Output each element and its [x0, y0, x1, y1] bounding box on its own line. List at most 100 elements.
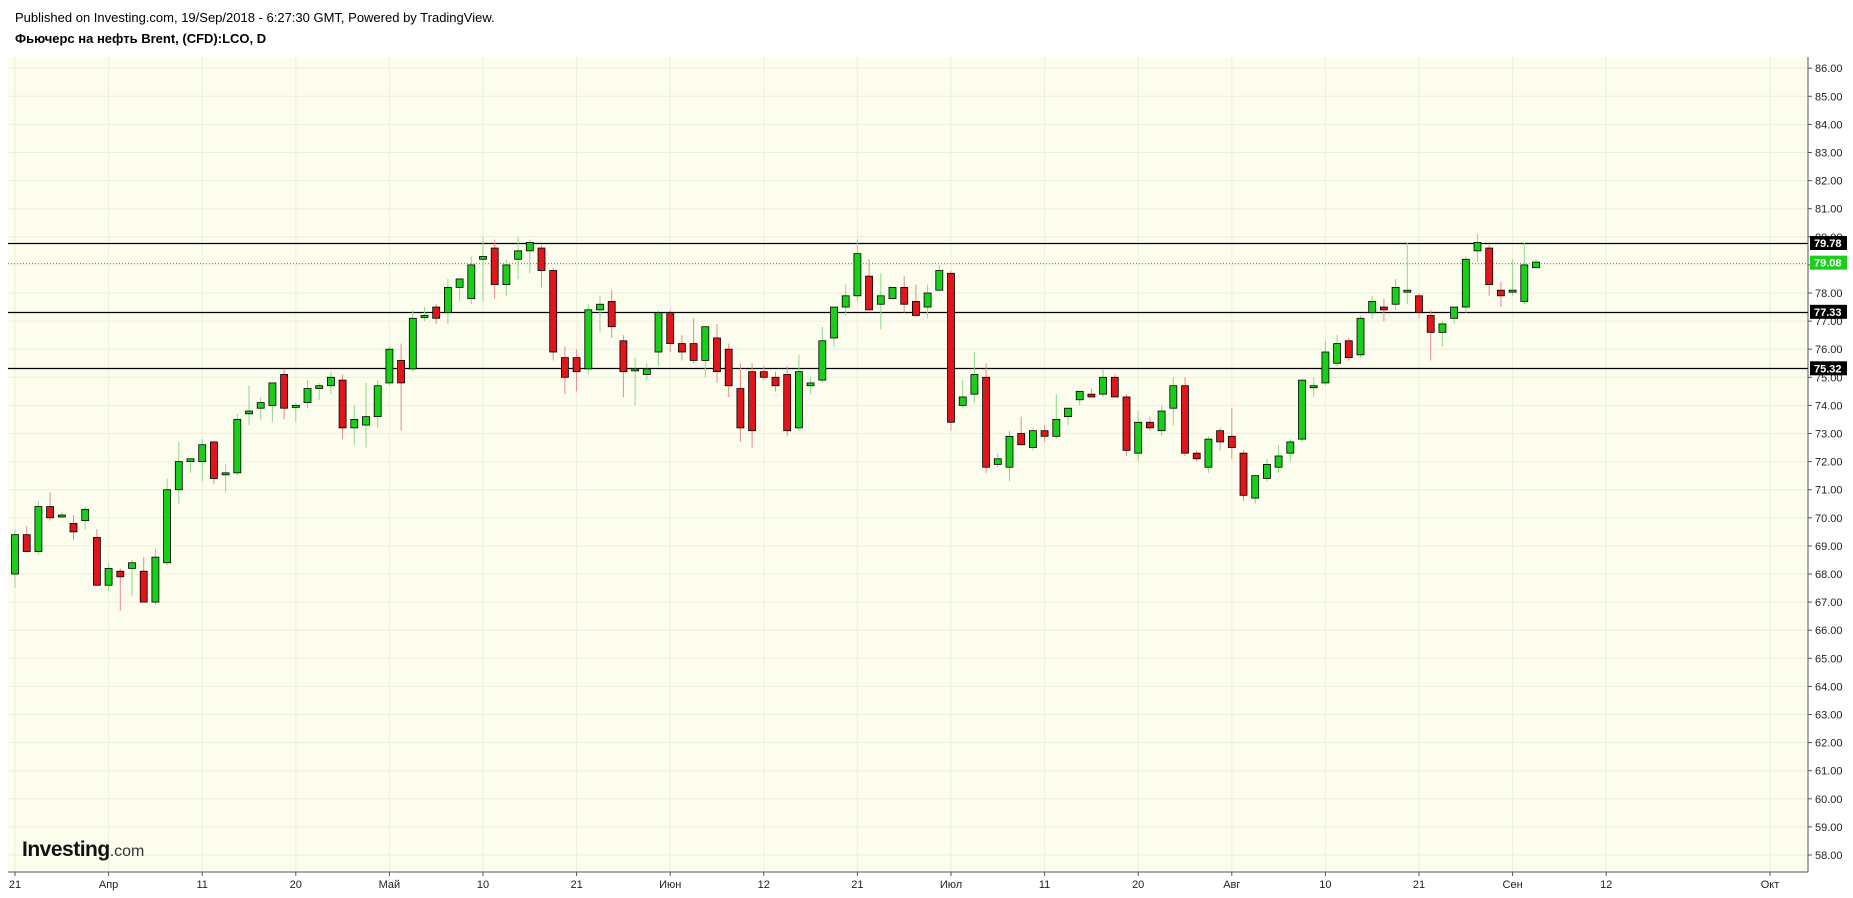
candle [619, 335, 628, 397]
candle-body [1181, 385, 1189, 454]
candle-body [385, 348, 394, 384]
candle-body [993, 458, 1002, 465]
candle [1415, 293, 1423, 319]
candle [1274, 444, 1283, 473]
last-price-badge-label: 79.08 [1814, 258, 1842, 270]
candle [853, 239, 862, 302]
candle-body [338, 379, 347, 429]
price-tick-label: 67.00 [1815, 597, 1843, 609]
time-tick-label: Окт [1761, 879, 1780, 891]
candle-body [1344, 340, 1353, 359]
level-badge: 77.33 [1810, 304, 1847, 319]
price-tick-label: 84.00 [1815, 119, 1843, 131]
candle [748, 363, 756, 448]
candle-body [865, 275, 873, 311]
price-tick-label: 83.00 [1815, 148, 1843, 160]
candle [104, 562, 113, 591]
candle [467, 256, 476, 305]
candle-body [280, 374, 289, 409]
candle [1356, 315, 1365, 358]
candle-body [549, 270, 558, 353]
price-tick-label: 73.00 [1815, 429, 1843, 441]
candle-body [1286, 441, 1295, 454]
candle-body [759, 371, 768, 378]
candle-body [724, 348, 733, 387]
candle [1192, 450, 1201, 462]
candle [584, 304, 593, 375]
candle-body [81, 508, 90, 522]
candle-body [654, 312, 663, 353]
candle-body [818, 340, 827, 381]
candle [1087, 388, 1096, 398]
candle [1017, 416, 1026, 446]
candle [736, 363, 745, 442]
candle-body [373, 385, 382, 418]
candle-body [104, 567, 113, 586]
last-price-badge-bg [1810, 255, 1847, 270]
candle [256, 396, 265, 420]
candle-body [350, 419, 359, 429]
price-tick-label: 65.00 [1815, 653, 1843, 665]
candle [1438, 321, 1447, 347]
candle [771, 371, 780, 392]
candle [1146, 416, 1154, 431]
time-tick-label: 10 [477, 879, 489, 891]
candle-body [514, 250, 522, 260]
logo-suffix: .com [109, 843, 145, 860]
candle-body [584, 309, 593, 370]
candle [81, 506, 90, 530]
price-tick-label: 78.00 [1815, 288, 1843, 300]
candle-body [128, 562, 136, 569]
candle [525, 239, 534, 274]
candle [163, 478, 172, 566]
price-tick-label: 59.00 [1815, 822, 1843, 834]
candle-body [397, 360, 406, 384]
level-badge-bg [1810, 235, 1847, 250]
candle-body [1380, 306, 1388, 311]
candle-body [479, 256, 487, 260]
candle-body [1239, 452, 1248, 496]
price-tick-label: 63.00 [1815, 710, 1843, 722]
published-info: Published on Investing.com, 19/Sep/2018 … [15, 10, 495, 25]
candle [69, 514, 78, 541]
candle-body [186, 458, 195, 463]
candle-body [900, 286, 909, 305]
candle [174, 441, 183, 504]
candle-body [1321, 351, 1330, 384]
candle [245, 385, 253, 426]
candle-body [1040, 430, 1049, 437]
plot-area[interactable] [8, 57, 1808, 872]
candle [724, 343, 733, 397]
level-badge: 75.32 [1810, 361, 1847, 376]
candle-body [1052, 419, 1061, 437]
price-tick-label: 74.00 [1815, 400, 1843, 412]
candle [57, 512, 66, 518]
candle-body [1192, 452, 1201, 460]
candle [11, 529, 19, 589]
candle [795, 354, 803, 431]
candle [93, 529, 101, 586]
candle-body [245, 410, 253, 415]
candle-body [631, 368, 639, 372]
candle [397, 343, 406, 431]
price-axis[interactable]: 58.00 59.00 60.00 61.00 62.00 63.00 64.00 65.00… [1808, 63, 1843, 862]
time-tick-label: 10 [1319, 879, 1331, 891]
time-axis[interactable]: 21 Апр 11 20 Май 10 21 Июн 12 21 Июл 11 20 Авг 10 21 Сен… [9, 872, 1853, 891]
candle [385, 346, 394, 386]
price-badges: 79.78 77.33 75.32 79.08 [1810, 235, 1847, 376]
symbol-title: Фьючерс на нефть Brent, (CFD):LCO, D [15, 31, 267, 46]
time-tick-label: Июн [659, 879, 681, 891]
candle [128, 559, 136, 597]
candle-body [1087, 393, 1096, 398]
candle [1497, 281, 1505, 308]
candle [151, 548, 160, 605]
candle [1157, 405, 1166, 437]
candle [678, 335, 686, 361]
candle-body [291, 404, 300, 408]
candle [818, 326, 827, 383]
candle-body [607, 301, 616, 328]
candle-body [116, 570, 125, 578]
candle-body [561, 357, 569, 378]
candle-body [1485, 247, 1494, 285]
